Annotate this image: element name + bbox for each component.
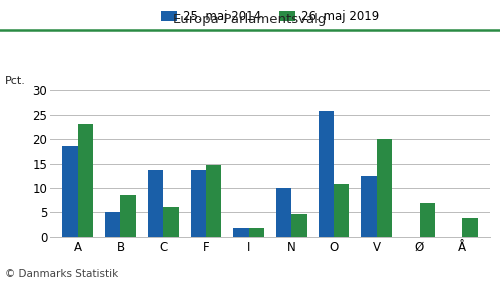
Bar bbox=[292, 214, 306, 237]
Bar bbox=[105, 212, 120, 237]
Bar bbox=[62, 146, 78, 237]
Bar bbox=[190, 170, 206, 237]
Text: Europa-Parlamentsvalg: Europa-Parlamentsvalg bbox=[173, 13, 327, 26]
Bar bbox=[234, 228, 248, 237]
Bar bbox=[420, 203, 435, 237]
Bar bbox=[318, 111, 334, 237]
Bar bbox=[334, 184, 349, 237]
Text: Pct.: Pct. bbox=[5, 76, 26, 86]
Bar bbox=[362, 176, 377, 237]
Bar bbox=[148, 170, 163, 237]
Bar bbox=[206, 165, 222, 237]
Bar bbox=[248, 228, 264, 237]
Bar bbox=[78, 124, 93, 237]
Bar bbox=[377, 139, 392, 237]
Bar bbox=[276, 188, 291, 237]
Bar bbox=[120, 195, 136, 237]
Text: © Danmarks Statistik: © Danmarks Statistik bbox=[5, 269, 118, 279]
Bar bbox=[163, 207, 178, 237]
Bar bbox=[462, 218, 477, 237]
Legend: 25. maj 2014, 26. maj 2019: 25. maj 2014, 26. maj 2019 bbox=[156, 5, 384, 28]
